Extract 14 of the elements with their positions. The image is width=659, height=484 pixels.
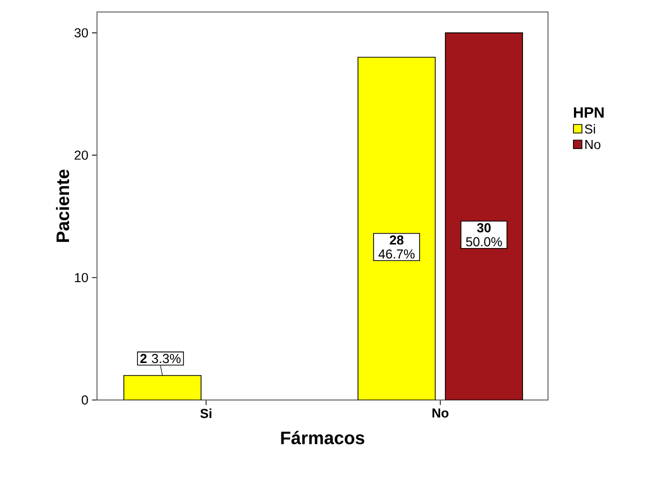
data-label: 30 50.0% — [466, 223, 502, 246]
y-tick-label: 30 — [74, 28, 88, 38]
bar — [123, 375, 202, 400]
y-tick-label: 10 — [75, 273, 88, 282]
legend-label: No — [585, 140, 600, 150]
y-axis-title: Paciente — [56, 170, 70, 242]
legend-title: HPN — [574, 107, 604, 118]
y-tick-label: 20 — [74, 150, 88, 160]
data-label: 28 46.7% — [378, 235, 415, 259]
legend-label: Si — [584, 124, 595, 134]
x-axis-title: Fármacos — [281, 430, 364, 444]
data-label: 2 3.3% — [140, 354, 181, 364]
bar — [358, 56, 436, 400]
y-tick-label: 0 — [82, 395, 88, 405]
